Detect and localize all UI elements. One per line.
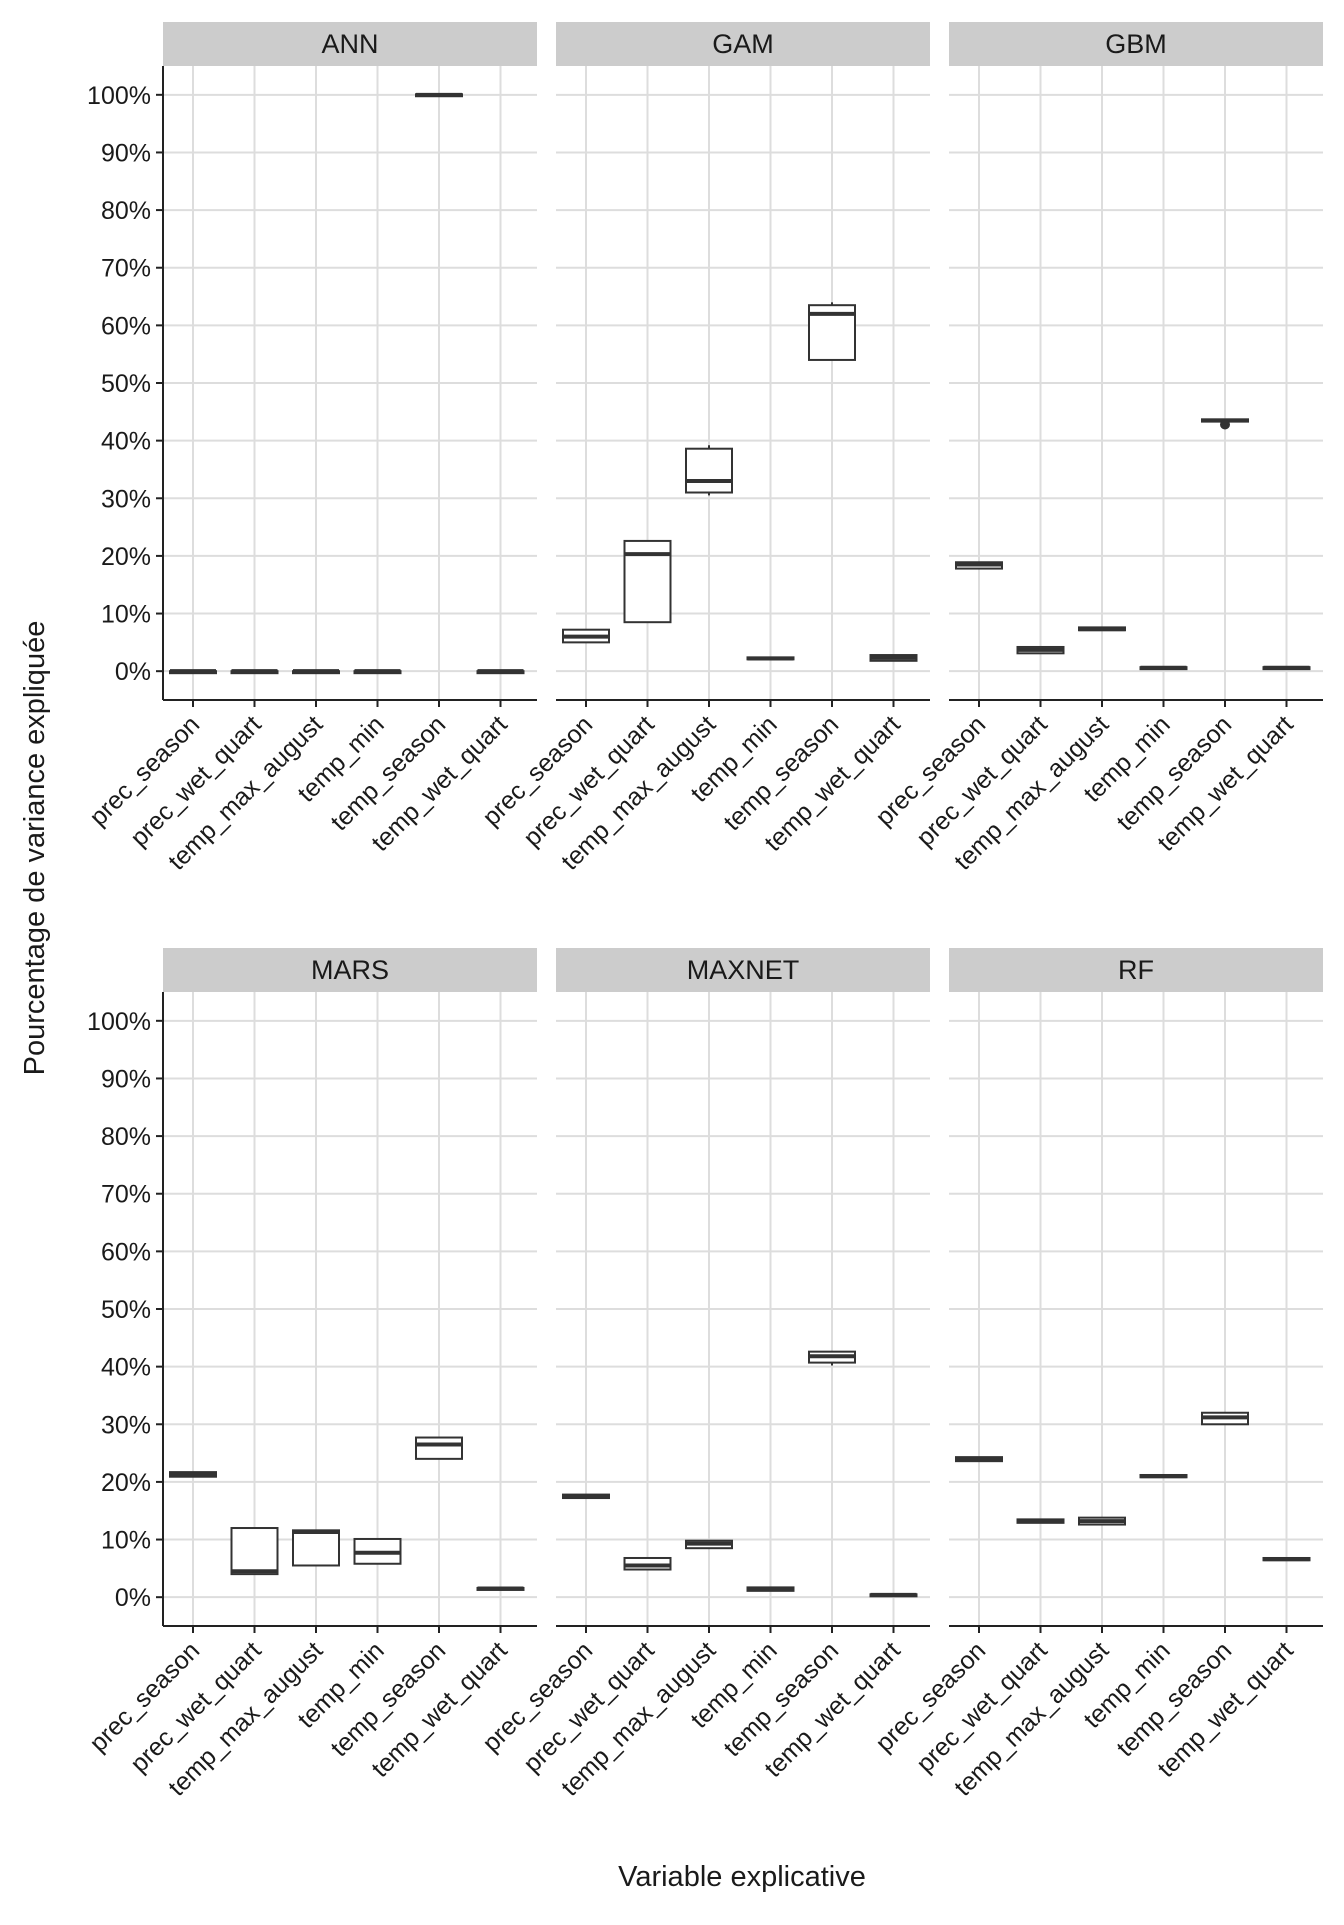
strip-title-ann: ANN [321, 29, 378, 59]
box-mars-temp-season [415, 1436, 463, 1460]
x-axis-label: Variable explicative [618, 1861, 866, 1893]
strip-title-mars: MARS [311, 955, 389, 985]
box-rf-temp-season [1201, 1411, 1249, 1426]
box-rect-mars-temp-max-august [292, 1529, 340, 1567]
box-maxnet-temp-min [746, 1586, 795, 1592]
y-tick-label-mars-30: 30% [101, 1411, 151, 1439]
box-gam-prec-season [562, 628, 610, 644]
panel-mars: MARS0%10%20%30%40%50%60%70%80%90%100%pre… [84, 948, 537, 1802]
box-rf-temp-wet-quart [1262, 1556, 1311, 1562]
box-mars-temp-wet-quart [476, 1586, 525, 1591]
box-mars-temp-max-august [292, 1529, 340, 1567]
y-axis-label: Pourcentage de variance expliquée [19, 621, 51, 1076]
panel-gbm: GBMprec_seasonprec_wet_quarttemp_max_aug… [870, 22, 1323, 876]
box-maxnet-temp-season [808, 1350, 856, 1366]
box-gbm-temp-min [1139, 665, 1188, 671]
box-gbm-temp-season [1201, 418, 1249, 430]
box-ann-temp-wet-quart [476, 669, 525, 675]
y-tick-label-ann-30: 30% [101, 485, 151, 513]
box-gbm-temp-max-august [1078, 626, 1126, 632]
y-tick-label-ann-80: 80% [101, 197, 151, 225]
y-tick-label-ann-90: 90% [101, 139, 151, 167]
box-ann-prec-season [169, 669, 217, 675]
y-tick-label-ann-50: 50% [101, 370, 151, 398]
y-tick-label-mars-90: 90% [101, 1065, 151, 1093]
strip-title-maxnet: MAXNET [687, 955, 800, 985]
panel-rf: RFprec_seasonprec_wet_quarttemp_max_augu… [870, 948, 1323, 1802]
box-ann-temp-min [353, 669, 402, 675]
y-tick-label-ann-10: 10% [101, 601, 151, 629]
box-mars-prec-season [169, 1471, 217, 1478]
box-gam-temp-min [746, 656, 795, 661]
panels-layer: ANN0%10%20%30%40%50%60%70%80%90%100%prec… [84, 22, 1323, 1802]
box-ann-temp-season [415, 92, 463, 98]
panel-gam: GAMprec_seasonprec_wet_quarttemp_max_aug… [477, 22, 930, 876]
box-mars-temp-min [353, 1537, 402, 1565]
strip-gbm [949, 22, 1323, 66]
strip-title-gam: GAM [712, 29, 774, 59]
y-tick-label-ann-20: 20% [101, 543, 151, 571]
y-tick-label-mars-0: 0% [115, 1584, 151, 1612]
panel-ann: ANN0%10%20%30%40%50%60%70%80%90%100%prec… [84, 22, 537, 876]
box-rf-prec-wet-quart [1016, 1518, 1065, 1524]
y-tick-label-ann-100: 100% [87, 82, 151, 110]
box-gbm-prec-season [955, 561, 1003, 570]
strip-maxnet [556, 948, 930, 992]
box-mars-prec-wet-quart [230, 1527, 279, 1576]
box-rf-temp-min [1139, 1473, 1188, 1479]
box-ann-temp-max-august [292, 669, 340, 675]
strip-title-gbm: GBM [1105, 29, 1167, 59]
strip-ann [163, 22, 537, 66]
y-tick-label-mars-80: 80% [101, 1123, 151, 1151]
box-ann-prec-wet-quart [230, 669, 279, 675]
y-tick-label-ann-40: 40% [101, 428, 151, 456]
y-tick-label-ann-70: 70% [101, 255, 151, 283]
y-tick-label-ann-0: 0% [115, 658, 151, 686]
box-rect-gam-temp-max-august [685, 447, 733, 494]
strip-mars [163, 948, 537, 992]
y-tick-label-mars-40: 40% [101, 1354, 151, 1382]
y-tick-label-mars-60: 60% [101, 1238, 151, 1266]
box-rect-mars-temp-season [415, 1436, 463, 1460]
box-rf-prec-season [955, 1456, 1003, 1463]
y-tick-label-mars-10: 10% [101, 1527, 151, 1555]
box-maxnet-temp-wet-quart [869, 1592, 918, 1598]
outlier-gbm-temp-season-0 [1220, 419, 1230, 430]
strip-rf [949, 948, 1323, 992]
strip-gam [556, 22, 930, 66]
box-gbm-temp-wet-quart [1262, 665, 1311, 671]
y-tick-label-ann-60: 60% [101, 312, 151, 340]
y-tick-label-mars-100: 100% [87, 1008, 151, 1036]
y-tick-label-mars-50: 50% [101, 1296, 151, 1324]
y-tick-label-mars-20: 20% [101, 1469, 151, 1497]
box-maxnet-temp-max-august [685, 1539, 733, 1550]
box-rect-mars-prec-wet-quart [230, 1527, 279, 1576]
box-gam-prec-wet-quart [623, 539, 672, 624]
panel-maxnet: MAXNETprec_seasonprec_wet_quarttemp_max_… [477, 948, 930, 1802]
y-tick-label-mars-70: 70% [101, 1181, 151, 1209]
box-gbm-prec-wet-quart [1016, 645, 1065, 655]
box-gam-temp-season [808, 302, 856, 361]
strip-title-rf: RF [1118, 955, 1154, 985]
box-maxnet-prec-wet-quart [623, 1556, 672, 1571]
box-gam-temp-wet-quart [869, 654, 918, 662]
box-maxnet-prec-season [562, 1493, 610, 1500]
box-gam-temp-max-august [685, 445, 733, 496]
box-rf-temp-max-august [1078, 1516, 1126, 1526]
